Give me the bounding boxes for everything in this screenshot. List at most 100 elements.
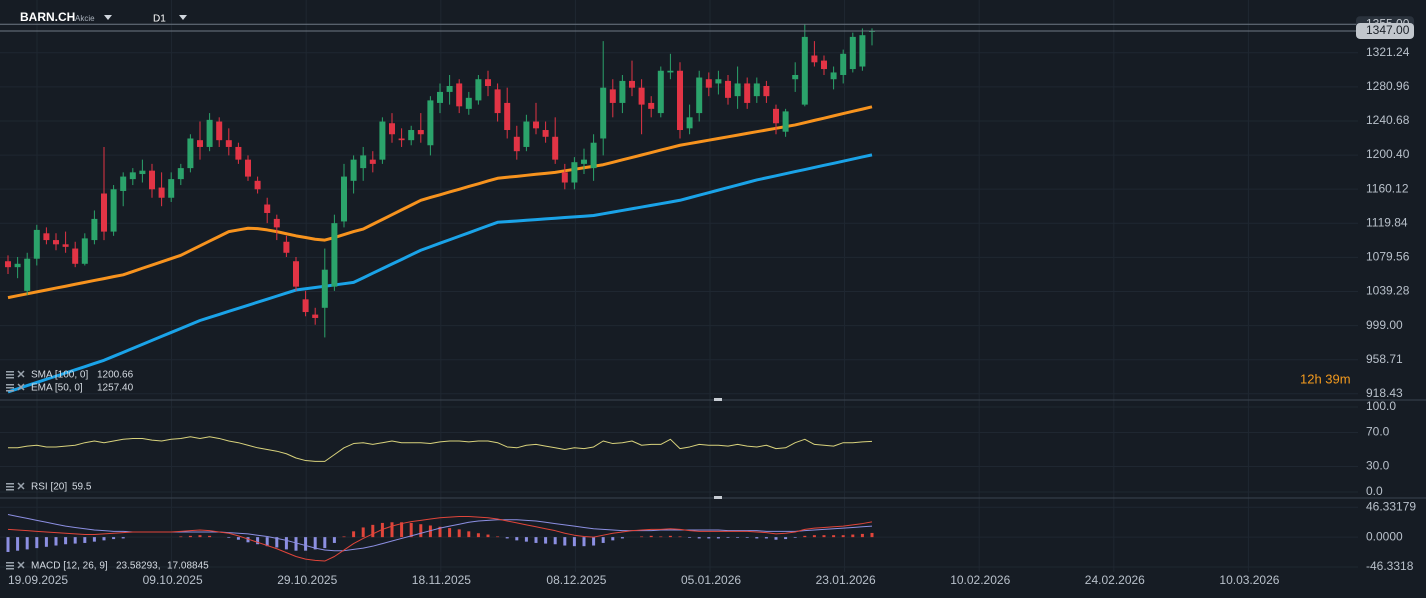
countdown: 12h 39m bbox=[1300, 371, 1351, 386]
candle-body bbox=[475, 79, 482, 101]
candle-body bbox=[72, 248, 79, 264]
candle-body bbox=[494, 89, 501, 114]
histogram-bar bbox=[54, 537, 58, 546]
histogram-bar bbox=[246, 537, 250, 543]
histogram-bar bbox=[755, 537, 759, 539]
histogram-bar bbox=[793, 537, 797, 538]
price-label-box bbox=[1356, 22, 1414, 39]
candle-body bbox=[293, 261, 299, 287]
candle-body bbox=[225, 140, 232, 147]
panel-handle[interactable] bbox=[714, 496, 722, 499]
candle-body bbox=[715, 79, 722, 84]
legend-close-icon[interactable] bbox=[17, 561, 25, 569]
panel-handle[interactable] bbox=[714, 398, 722, 401]
candle-body bbox=[609, 89, 616, 103]
candle-body bbox=[302, 299, 309, 313]
y-tick-label: 1200.40 bbox=[1366, 147, 1410, 161]
candle-body bbox=[5, 261, 11, 268]
legend-name: EMA [50, 0] bbox=[31, 383, 83, 394]
histogram-bar bbox=[400, 522, 404, 538]
candle-body bbox=[513, 136, 520, 152]
candle-body bbox=[273, 218, 280, 228]
candle-body bbox=[14, 263, 21, 268]
histogram-bar bbox=[774, 537, 778, 540]
histogram-bar bbox=[275, 537, 279, 548]
histogram-bar bbox=[25, 537, 29, 550]
candle-body bbox=[187, 138, 194, 169]
histogram-bar bbox=[726, 537, 730, 538]
y-tick-label: 30.0 bbox=[1366, 459, 1390, 473]
histogram-bar bbox=[332, 537, 336, 543]
legend-menu-icon bbox=[6, 489, 14, 491]
legend-menu-icon bbox=[6, 562, 14, 564]
candle-body bbox=[369, 159, 376, 164]
histogram-bar bbox=[265, 537, 269, 547]
candle-body bbox=[62, 244, 69, 247]
y-tick-label: 1079.56 bbox=[1366, 250, 1410, 264]
x-tick-label: 23.01.2026 bbox=[816, 573, 876, 587]
candle-body bbox=[129, 172, 136, 180]
histogram-bar bbox=[822, 535, 826, 538]
candle-body bbox=[446, 85, 453, 92]
plot-area: 19.09.2025 09.10.2025 29.10.2025 18.11.2025… bbox=[0, 0, 1416, 587]
histogram-bar bbox=[6, 537, 10, 552]
x-tick-label: 08.12.2025 bbox=[546, 573, 606, 587]
asset-class: Akcie bbox=[75, 14, 95, 23]
histogram-bar bbox=[611, 537, 615, 541]
histogram-bar bbox=[812, 535, 816, 538]
histogram-bar bbox=[841, 535, 845, 538]
candle-body bbox=[101, 193, 107, 232]
histogram-bar bbox=[476, 533, 480, 538]
legend-value: 59.5 bbox=[72, 482, 92, 493]
legend-close-icon[interactable] bbox=[17, 383, 25, 391]
symbol-dropdown[interactable] bbox=[104, 15, 112, 20]
legend-close-icon[interactable] bbox=[17, 482, 25, 490]
candle-body bbox=[389, 123, 395, 135]
histogram-bar bbox=[678, 536, 682, 538]
y-tick-label: 0.0000 bbox=[1366, 529, 1403, 543]
histogram-bar bbox=[304, 537, 308, 551]
legend-menu-icon bbox=[6, 568, 14, 570]
candle-body bbox=[705, 79, 712, 88]
legend-value: 1257.40 bbox=[97, 383, 134, 394]
symbol[interactable]: BARN.CH bbox=[20, 10, 75, 24]
candle-body bbox=[158, 187, 165, 198]
histogram-bar bbox=[352, 531, 356, 538]
histogram-bar bbox=[505, 537, 509, 539]
histogram-bar bbox=[572, 537, 576, 547]
timeframe-dropdown[interactable] bbox=[179, 15, 187, 20]
histogram-bar bbox=[256, 537, 260, 545]
candle-body bbox=[648, 102, 655, 109]
candle-body bbox=[168, 179, 175, 198]
y-tick-label: 100.0 bbox=[1366, 399, 1396, 413]
histogram-bar bbox=[419, 524, 423, 538]
legend-close-icon[interactable] bbox=[17, 370, 25, 378]
candle-body bbox=[341, 176, 347, 222]
histogram-bar bbox=[92, 537, 96, 542]
timeframe[interactable]: D1 bbox=[153, 14, 166, 25]
candle-body bbox=[696, 77, 703, 114]
legend-menu-icon bbox=[6, 486, 14, 488]
y-tick-label: 46.33179 bbox=[1366, 499, 1416, 513]
y-tick-label: 1240.68 bbox=[1366, 113, 1410, 127]
histogram-bar bbox=[659, 536, 663, 538]
toolbar: BARN.CH Akcie D1 bbox=[20, 10, 187, 25]
histogram-bar bbox=[16, 537, 20, 551]
y-tick-label: 1321.24 bbox=[1366, 45, 1410, 59]
y-tick-label: -46.3318 bbox=[1366, 559, 1414, 573]
y-tick-label: 918.43 bbox=[1366, 386, 1403, 400]
candle-body bbox=[427, 100, 434, 146]
histogram-bar bbox=[428, 525, 432, 538]
candle-body bbox=[379, 121, 386, 160]
histogram-bar bbox=[438, 526, 442, 538]
histogram-bar bbox=[112, 537, 116, 540]
histogram-bar bbox=[83, 537, 87, 543]
legend-menu-icon bbox=[6, 371, 14, 373]
price-label: 1347.00 bbox=[1366, 23, 1410, 37]
histogram-bar bbox=[553, 537, 557, 545]
candle-body bbox=[437, 91, 443, 103]
legend-menu-icon bbox=[6, 384, 14, 386]
histogram-bar bbox=[496, 536, 500, 538]
histogram-bar bbox=[563, 537, 567, 546]
